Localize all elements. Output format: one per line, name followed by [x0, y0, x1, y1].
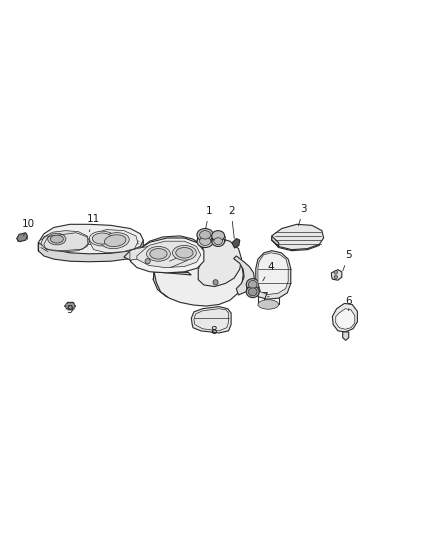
Ellipse shape — [246, 279, 259, 290]
Ellipse shape — [248, 288, 257, 296]
Text: 11: 11 — [87, 214, 100, 232]
Ellipse shape — [214, 238, 223, 245]
Ellipse shape — [248, 280, 257, 288]
Polygon shape — [131, 238, 204, 273]
Ellipse shape — [212, 236, 225, 246]
Ellipse shape — [213, 280, 218, 285]
Ellipse shape — [200, 231, 211, 239]
Polygon shape — [336, 309, 355, 329]
Text: 9: 9 — [67, 305, 73, 315]
Polygon shape — [131, 236, 204, 271]
Text: 2: 2 — [228, 206, 234, 238]
Text: 10: 10 — [22, 219, 35, 236]
Polygon shape — [258, 253, 288, 294]
Polygon shape — [332, 303, 357, 332]
Ellipse shape — [334, 275, 338, 279]
Ellipse shape — [173, 245, 196, 260]
Polygon shape — [137, 241, 201, 268]
Polygon shape — [41, 231, 89, 252]
Ellipse shape — [50, 235, 64, 243]
Polygon shape — [17, 233, 28, 241]
Ellipse shape — [101, 232, 129, 249]
Polygon shape — [332, 270, 342, 280]
Text: 6: 6 — [346, 296, 352, 311]
Ellipse shape — [147, 246, 170, 261]
Polygon shape — [38, 240, 143, 262]
Polygon shape — [65, 302, 75, 310]
Ellipse shape — [89, 231, 115, 246]
Ellipse shape — [145, 259, 150, 264]
Polygon shape — [154, 244, 243, 306]
Polygon shape — [234, 256, 254, 295]
Ellipse shape — [258, 300, 279, 309]
Polygon shape — [232, 239, 240, 248]
Text: 5: 5 — [343, 250, 352, 271]
Polygon shape — [38, 224, 143, 254]
Polygon shape — [256, 251, 291, 299]
Ellipse shape — [246, 286, 259, 297]
Ellipse shape — [212, 231, 225, 241]
Polygon shape — [198, 238, 241, 287]
Ellipse shape — [176, 247, 193, 258]
Text: 4: 4 — [263, 262, 274, 281]
Ellipse shape — [92, 233, 112, 244]
Ellipse shape — [200, 237, 211, 245]
Polygon shape — [153, 272, 243, 305]
Polygon shape — [272, 236, 279, 246]
Text: 8: 8 — [211, 326, 217, 336]
Ellipse shape — [197, 229, 213, 241]
Text: 3: 3 — [298, 204, 307, 226]
Ellipse shape — [334, 270, 338, 274]
Polygon shape — [89, 230, 138, 253]
Polygon shape — [191, 306, 231, 333]
Polygon shape — [343, 332, 349, 341]
Polygon shape — [124, 251, 137, 260]
Polygon shape — [272, 224, 324, 249]
Ellipse shape — [150, 248, 167, 259]
Text: 7: 7 — [261, 293, 269, 302]
Ellipse shape — [104, 235, 126, 247]
Text: 1: 1 — [206, 206, 213, 228]
Ellipse shape — [197, 235, 213, 247]
Ellipse shape — [48, 233, 66, 245]
Polygon shape — [130, 245, 155, 260]
